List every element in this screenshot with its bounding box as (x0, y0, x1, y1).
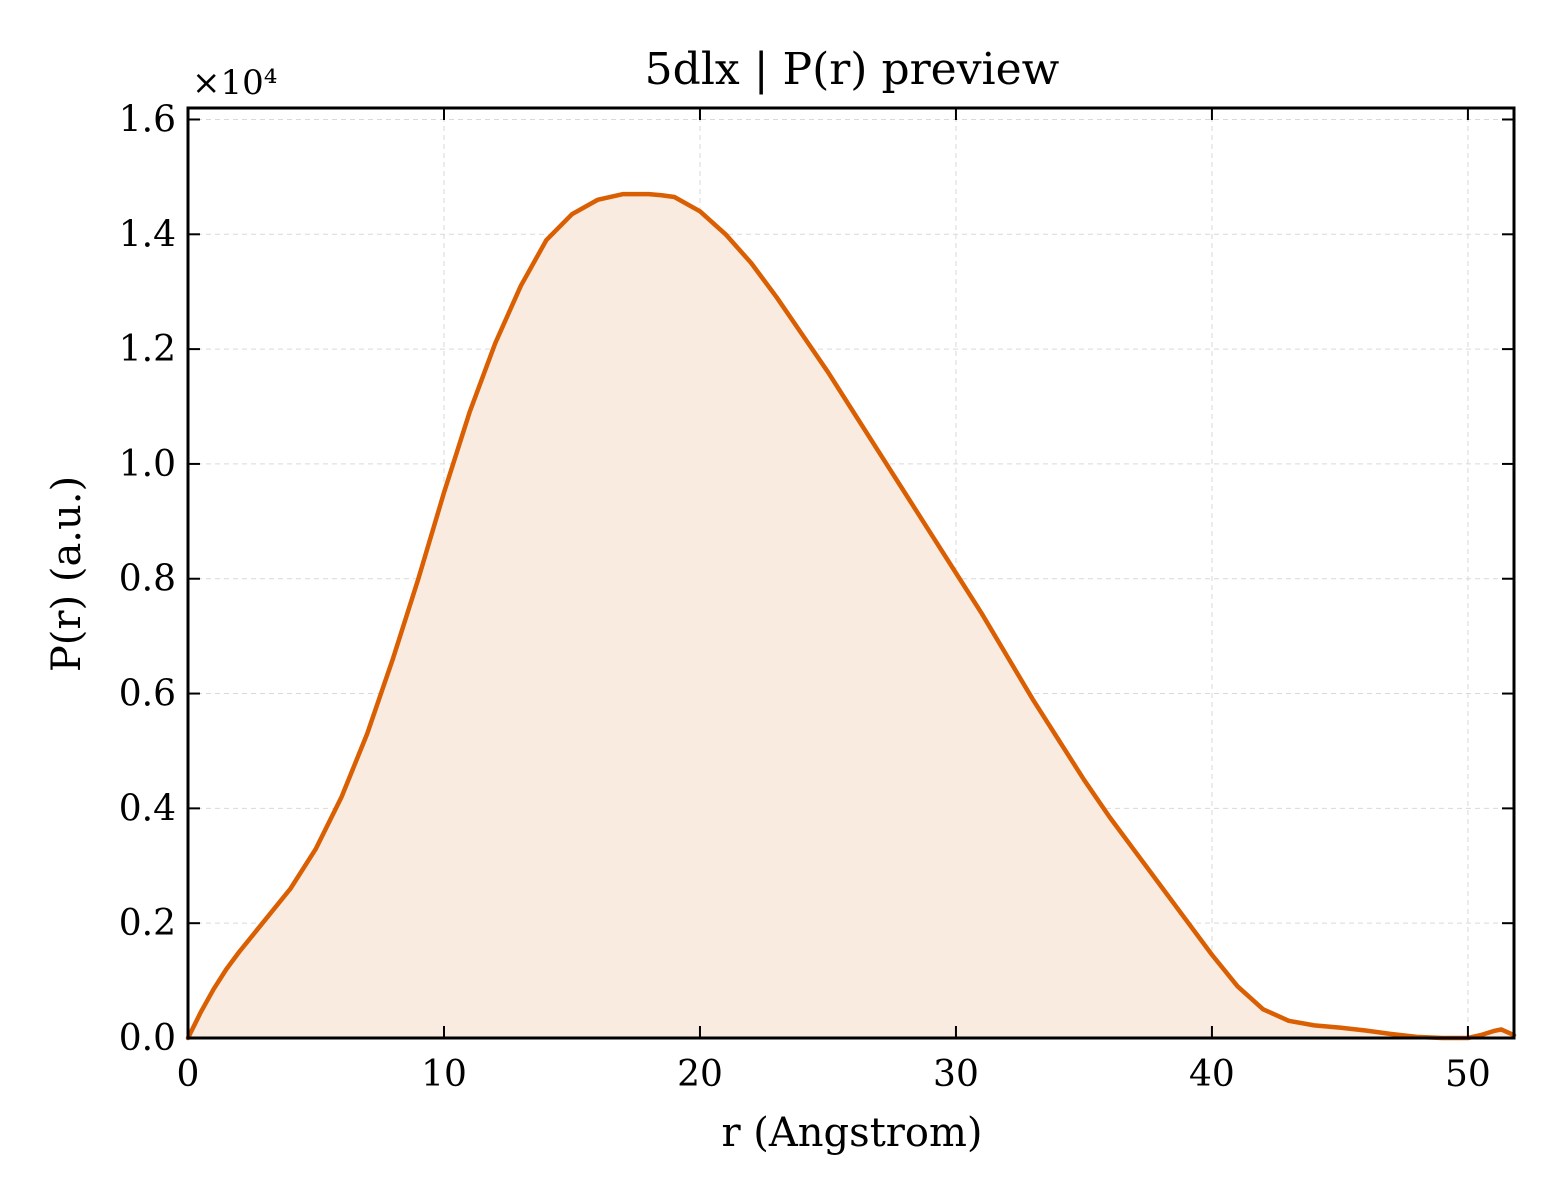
chart-title: 5dlx | P(r) preview (645, 44, 1060, 95)
y-tick-label-8: 1.6 (119, 99, 176, 140)
data-layer (185, 191, 1517, 1041)
x-tick-label-1: 10 (421, 1054, 467, 1095)
y-tick-label-0: 0.0 (119, 1018, 176, 1059)
y-tick-label-2: 0.4 (119, 788, 176, 829)
y-tick-label-6: 1.2 (119, 329, 176, 370)
text-layer: 5dlx | P(r) preview r (Angstrom) P(r) (a… (44, 44, 1060, 1156)
x-tick-label-0: 0 (177, 1054, 200, 1095)
y-tick-label-5: 1.0 (119, 444, 176, 485)
y-tick-label-3: 0.6 (119, 674, 176, 715)
y-tick-label-1: 0.2 (119, 903, 176, 944)
plot-frame (186, 106, 1516, 1040)
y-axis-label: P(r) (a.u.) (44, 476, 90, 672)
x-tick-label-4: 40 (1189, 1054, 1235, 1095)
x-tick-label-3: 30 (933, 1054, 979, 1095)
pr-area-fill (188, 194, 1514, 1039)
y-tick-label-4: 0.8 (119, 559, 176, 600)
y-axis-multiplier: ×10⁴ (192, 63, 277, 103)
axis-layer: 0 10 20 30 40 50 0.0 0.2 0.4 0.6 0.8 1.0 1.2 1.4 1.6 (119, 99, 1516, 1095)
y-tick-label-7: 1.4 (119, 214, 176, 255)
pr-line (185, 191, 1517, 1041)
x-axis-label: r (Angstrom) (721, 1110, 982, 1156)
x-tick-label-2: 20 (677, 1054, 723, 1095)
x-tick-label-5: 50 (1445, 1054, 1491, 1095)
